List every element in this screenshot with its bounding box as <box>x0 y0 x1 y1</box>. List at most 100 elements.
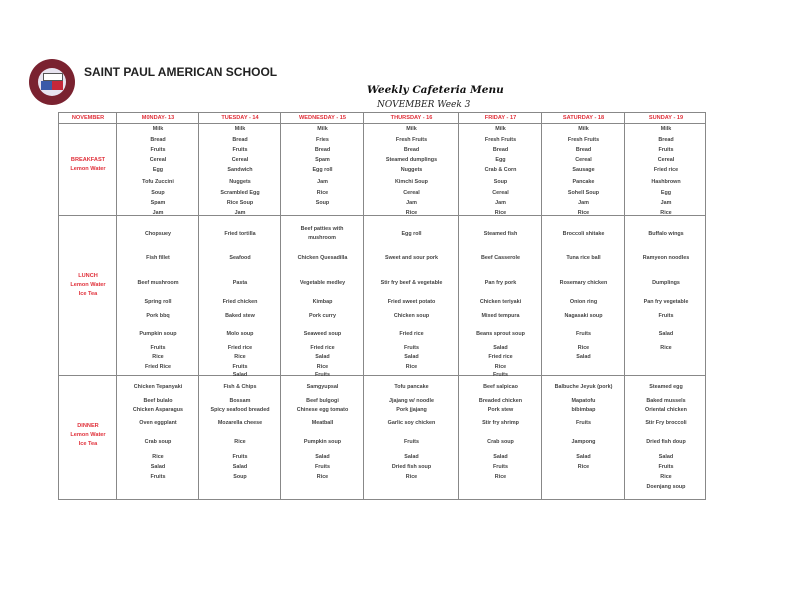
menu-item: Sweet and sour pork <box>384 255 439 261</box>
menu-item: Spam <box>315 157 330 163</box>
menu-item: Salad <box>232 372 248 378</box>
menu-item: Fruits <box>576 331 591 337</box>
menu-item: Salad <box>493 454 508 460</box>
menu-item: Beef mushroom <box>137 280 179 286</box>
menu-item: Fruits <box>493 464 508 470</box>
menu-item: Pumpkin soup <box>139 331 177 337</box>
menu-item: Fruits <box>232 147 248 153</box>
meal-drink: Ice Tea <box>78 290 98 297</box>
menu-subtitle: NOVEMBER Week 3 <box>377 100 471 110</box>
menu-item: Jam <box>317 179 328 185</box>
menu-item: Fruits <box>150 474 166 480</box>
menu-item: Nuggets <box>229 179 251 185</box>
menu-item: Spring roll <box>144 299 172 305</box>
menu-item: Milk <box>234 126 246 132</box>
menu-item: Buffalo wings <box>648 231 684 237</box>
menu-item: Rice <box>494 364 507 370</box>
day-header: THURSDAY - 16 <box>390 115 433 121</box>
row-divider <box>59 375 705 376</box>
menu-item: Bread <box>232 137 248 143</box>
meal-drink: Ice Tea <box>78 440 98 447</box>
menu-item: Baked stew <box>225 313 255 319</box>
menu-item: Jam <box>660 200 672 206</box>
menu-item: Salad <box>493 345 508 351</box>
menu-item: Fresh Fruits <box>395 137 428 143</box>
menu-item: Rice <box>494 210 507 216</box>
menu-item: Jjajang w/ noodle <box>389 398 434 404</box>
menu-item: Kimchi Soup <box>395 179 428 185</box>
menu-item: Pork stew <box>487 407 514 413</box>
column-divider <box>624 113 625 499</box>
menu-item: Cereal <box>403 190 420 196</box>
menu-item: Rice <box>577 210 590 216</box>
menu-item: Salad <box>232 464 248 470</box>
menu-item: Tofu Zuccini <box>142 179 174 185</box>
menu-item: Pan fry pork <box>484 280 517 286</box>
menu-item: Fruits <box>315 464 330 470</box>
menu-item: Samgyupsal <box>306 384 339 390</box>
menu-item: Fruits <box>658 147 674 153</box>
menu-item: Milk <box>578 126 589 132</box>
menu-item: Pork bbq <box>146 313 170 319</box>
menu-item: Tofu pancake <box>394 384 429 390</box>
menu-table: NOVEMBER M0NDAY- 13 TUESDAY - 14 WEDNESDAY… <box>58 112 706 500</box>
menu-item: Crab soup <box>144 439 172 445</box>
column-divider <box>280 113 281 499</box>
menu-item: Fried rice <box>310 345 335 351</box>
menu-item: Sandwich <box>227 167 253 173</box>
menu-item: Pasta <box>232 280 248 286</box>
menu-item: Rice <box>660 345 672 351</box>
day-header: FRIDAY - 17 <box>484 115 517 121</box>
menu-item: Rice <box>316 190 329 196</box>
menu-item: Jampong <box>571 439 596 445</box>
menu-item: Fish & Chips <box>223 384 257 390</box>
menu-item: Hashbrown <box>651 179 681 185</box>
menu-item: Rosemary chicken <box>559 280 608 286</box>
meal-drink: Lemon Water <box>70 166 106 172</box>
meal-label-dinner: DINNER <box>77 422 99 429</box>
menu-item: Crab & Corn <box>484 167 517 173</box>
menu-item: Milk <box>317 126 328 132</box>
menu-item: Balbuche Jeyuk (pork) <box>554 384 613 390</box>
menu-item: Rice <box>152 454 164 460</box>
menu-item: Fresh Fruits <box>484 137 517 143</box>
menu-item: Salad <box>315 354 330 360</box>
meal-label-lunch: LUNCH <box>78 272 98 279</box>
menu-item: Fruits <box>150 345 166 351</box>
menu-item: Fruits <box>404 439 419 445</box>
menu-item: Breaded chicken <box>478 398 523 404</box>
menu-item: Steamed dumplings <box>385 157 438 163</box>
menu-item: Rice <box>316 364 329 370</box>
menu-item: Spicy seafood breaded <box>210 407 270 413</box>
menu-item: Rice <box>577 464 590 470</box>
meal-label-breakfast: BREAKFAST <box>70 157 106 163</box>
column-divider <box>363 113 364 499</box>
menu-item: Cereal <box>657 157 675 163</box>
menu-item: Bread <box>492 147 509 153</box>
menu-item: Fried rice <box>227 345 253 351</box>
menu-item: Pan fry vegetable <box>643 299 689 305</box>
menu-item: Sohell Soup <box>567 190 600 196</box>
menu-item: Jam <box>495 200 506 206</box>
menu-item: Jam <box>578 200 589 206</box>
menu-item: Fresh Fruits <box>567 137 600 143</box>
menu-item: Chicken soup <box>393 313 430 319</box>
school-logo <box>29 59 75 105</box>
menu-item: Rice <box>405 474 418 480</box>
menu-item: Milk <box>495 126 506 132</box>
menu-item: Mapatofu <box>571 398 596 404</box>
menu-item: Fried rice <box>653 167 679 173</box>
day-header: SUNDAY - 19 <box>648 115 684 121</box>
menu-item: Salad <box>150 464 166 470</box>
menu-item: Fried Rice <box>144 364 172 370</box>
menu-item: Scrambled Egg <box>220 190 260 196</box>
column-divider <box>116 113 117 499</box>
day-header: SATURDAY - 18 <box>562 115 605 121</box>
menu-item: Beef salpicao <box>483 384 518 390</box>
menu-item: Rice <box>234 354 246 360</box>
menu-item: Chicken teriyaki <box>479 299 522 305</box>
menu-item: Spam <box>150 200 166 206</box>
meal-drink: Lemon Water <box>70 431 106 438</box>
menu-item: Soup <box>151 190 165 196</box>
menu-item: Fruits <box>658 313 674 319</box>
